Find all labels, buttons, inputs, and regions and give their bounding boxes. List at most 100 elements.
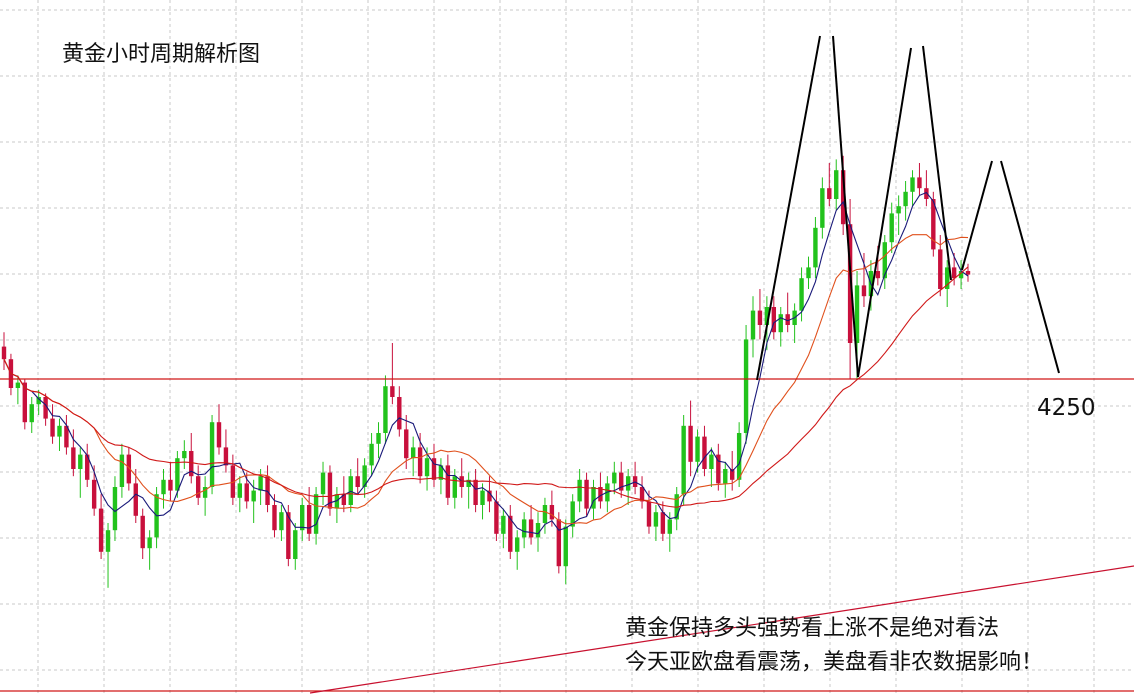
candle-body: [695, 436, 700, 462]
overlay-lines: [0, 35, 1134, 694]
pattern-stroke: [961, 160, 993, 271]
pattern-stroke: [922, 45, 952, 281]
candle-body: [951, 267, 957, 279]
candle-body: [743, 339, 749, 433]
candle-body: [119, 454, 125, 487]
candle-body: [757, 310, 763, 325]
ma-slow-line: [3, 266, 969, 508]
candle-body: [625, 476, 631, 491]
candle-body: [147, 537, 152, 549]
candle-body: [161, 479, 166, 495]
candle-body: [667, 519, 672, 534]
candle-body: [965, 271, 971, 275]
annotation-line-2: 今天亚欧盘看震荡，美盘看非农数据影响！: [625, 650, 1044, 675]
candle-body: [570, 501, 575, 527]
candle-body: [258, 476, 263, 491]
candle-body: [709, 454, 714, 469]
candle-body: [875, 271, 881, 279]
candle-body: [938, 249, 943, 289]
candle-body: [854, 285, 860, 343]
candle-body: [279, 512, 284, 531]
candle-body: [91, 479, 97, 509]
candle-body: [917, 177, 922, 189]
candle-body: [535, 523, 541, 538]
candle-body: [931, 199, 936, 250]
candle-body: [383, 386, 388, 433]
candle-body: [528, 519, 534, 538]
candle-body: [598, 487, 603, 502]
candle-body: [813, 227, 818, 268]
candle-body: [944, 267, 950, 289]
candle-body: [223, 447, 229, 466]
candle-body: [362, 465, 367, 487]
candle-body: [730, 469, 735, 480]
candle-body: [563, 526, 568, 567]
candle-body: [251, 490, 256, 502]
candle-body: [85, 454, 90, 480]
candle-body: [785, 314, 790, 325]
candle-body: [612, 472, 617, 484]
candle-body: [958, 271, 964, 279]
candle-body: [723, 469, 728, 484]
candle-body: [327, 472, 333, 509]
candle-body: [216, 422, 222, 448]
candle-body: [827, 188, 832, 199]
candle-body: [293, 530, 298, 559]
candle-body: [417, 447, 423, 477]
candle-body: [71, 447, 76, 469]
candle-body: [105, 530, 111, 552]
candle-body: [168, 479, 173, 491]
candle-body: [189, 451, 194, 477]
candle-body: [542, 505, 548, 523]
candle-body: [431, 458, 437, 480]
candle-body: [126, 454, 132, 484]
candle-body: [424, 458, 430, 477]
candle-body: [473, 479, 478, 505]
candle-body: [29, 404, 34, 423]
candle-body: [820, 188, 825, 228]
candle-body: [549, 505, 555, 520]
candle-body: [209, 422, 215, 487]
candle-body: [306, 505, 312, 534]
candle-body: [355, 476, 360, 487]
candle-body: [390, 386, 395, 397]
candle-body: [410, 447, 416, 459]
candle-body: [847, 224, 853, 343]
pattern-stroke: [857, 47, 912, 378]
candle-body: [903, 191, 908, 207]
candle-body: [320, 472, 326, 495]
candle-body: [619, 472, 624, 491]
candle-body: [515, 537, 520, 552]
candle-body: [140, 515, 145, 549]
candle-body: [750, 310, 756, 340]
candle-body: [653, 512, 659, 527]
candle-body: [78, 454, 83, 469]
candle-body: [702, 436, 707, 469]
candle-body: [584, 479, 589, 509]
candle-body: [182, 451, 187, 459]
candle-body: [840, 170, 846, 225]
candle-body: [300, 505, 305, 531]
candle-body: [334, 494, 340, 509]
ma-fast-line: [3, 191, 969, 535]
candle-body: [688, 425, 693, 462]
candle-body: [681, 425, 686, 495]
candle-body: [466, 479, 471, 487]
candle-body: [313, 494, 319, 534]
candle-body: [487, 490, 492, 502]
candle-body: [1, 346, 7, 360]
candle-body: [556, 519, 562, 567]
candle-body: [764, 307, 770, 325]
candle-body: [660, 512, 666, 534]
annotation-line-1: 黄金保持多头强势看上涨不是绝对看法: [625, 616, 1000, 641]
rising-trendline: [309, 565, 1134, 694]
candle-body: [799, 278, 804, 311]
candle-body: [376, 433, 381, 444]
candle-body: [771, 307, 777, 333]
candle-body: [286, 512, 291, 559]
candle-body: [57, 425, 62, 437]
candle-body: [910, 177, 915, 192]
candle-body: [494, 501, 499, 534]
candle-body: [237, 483, 242, 498]
